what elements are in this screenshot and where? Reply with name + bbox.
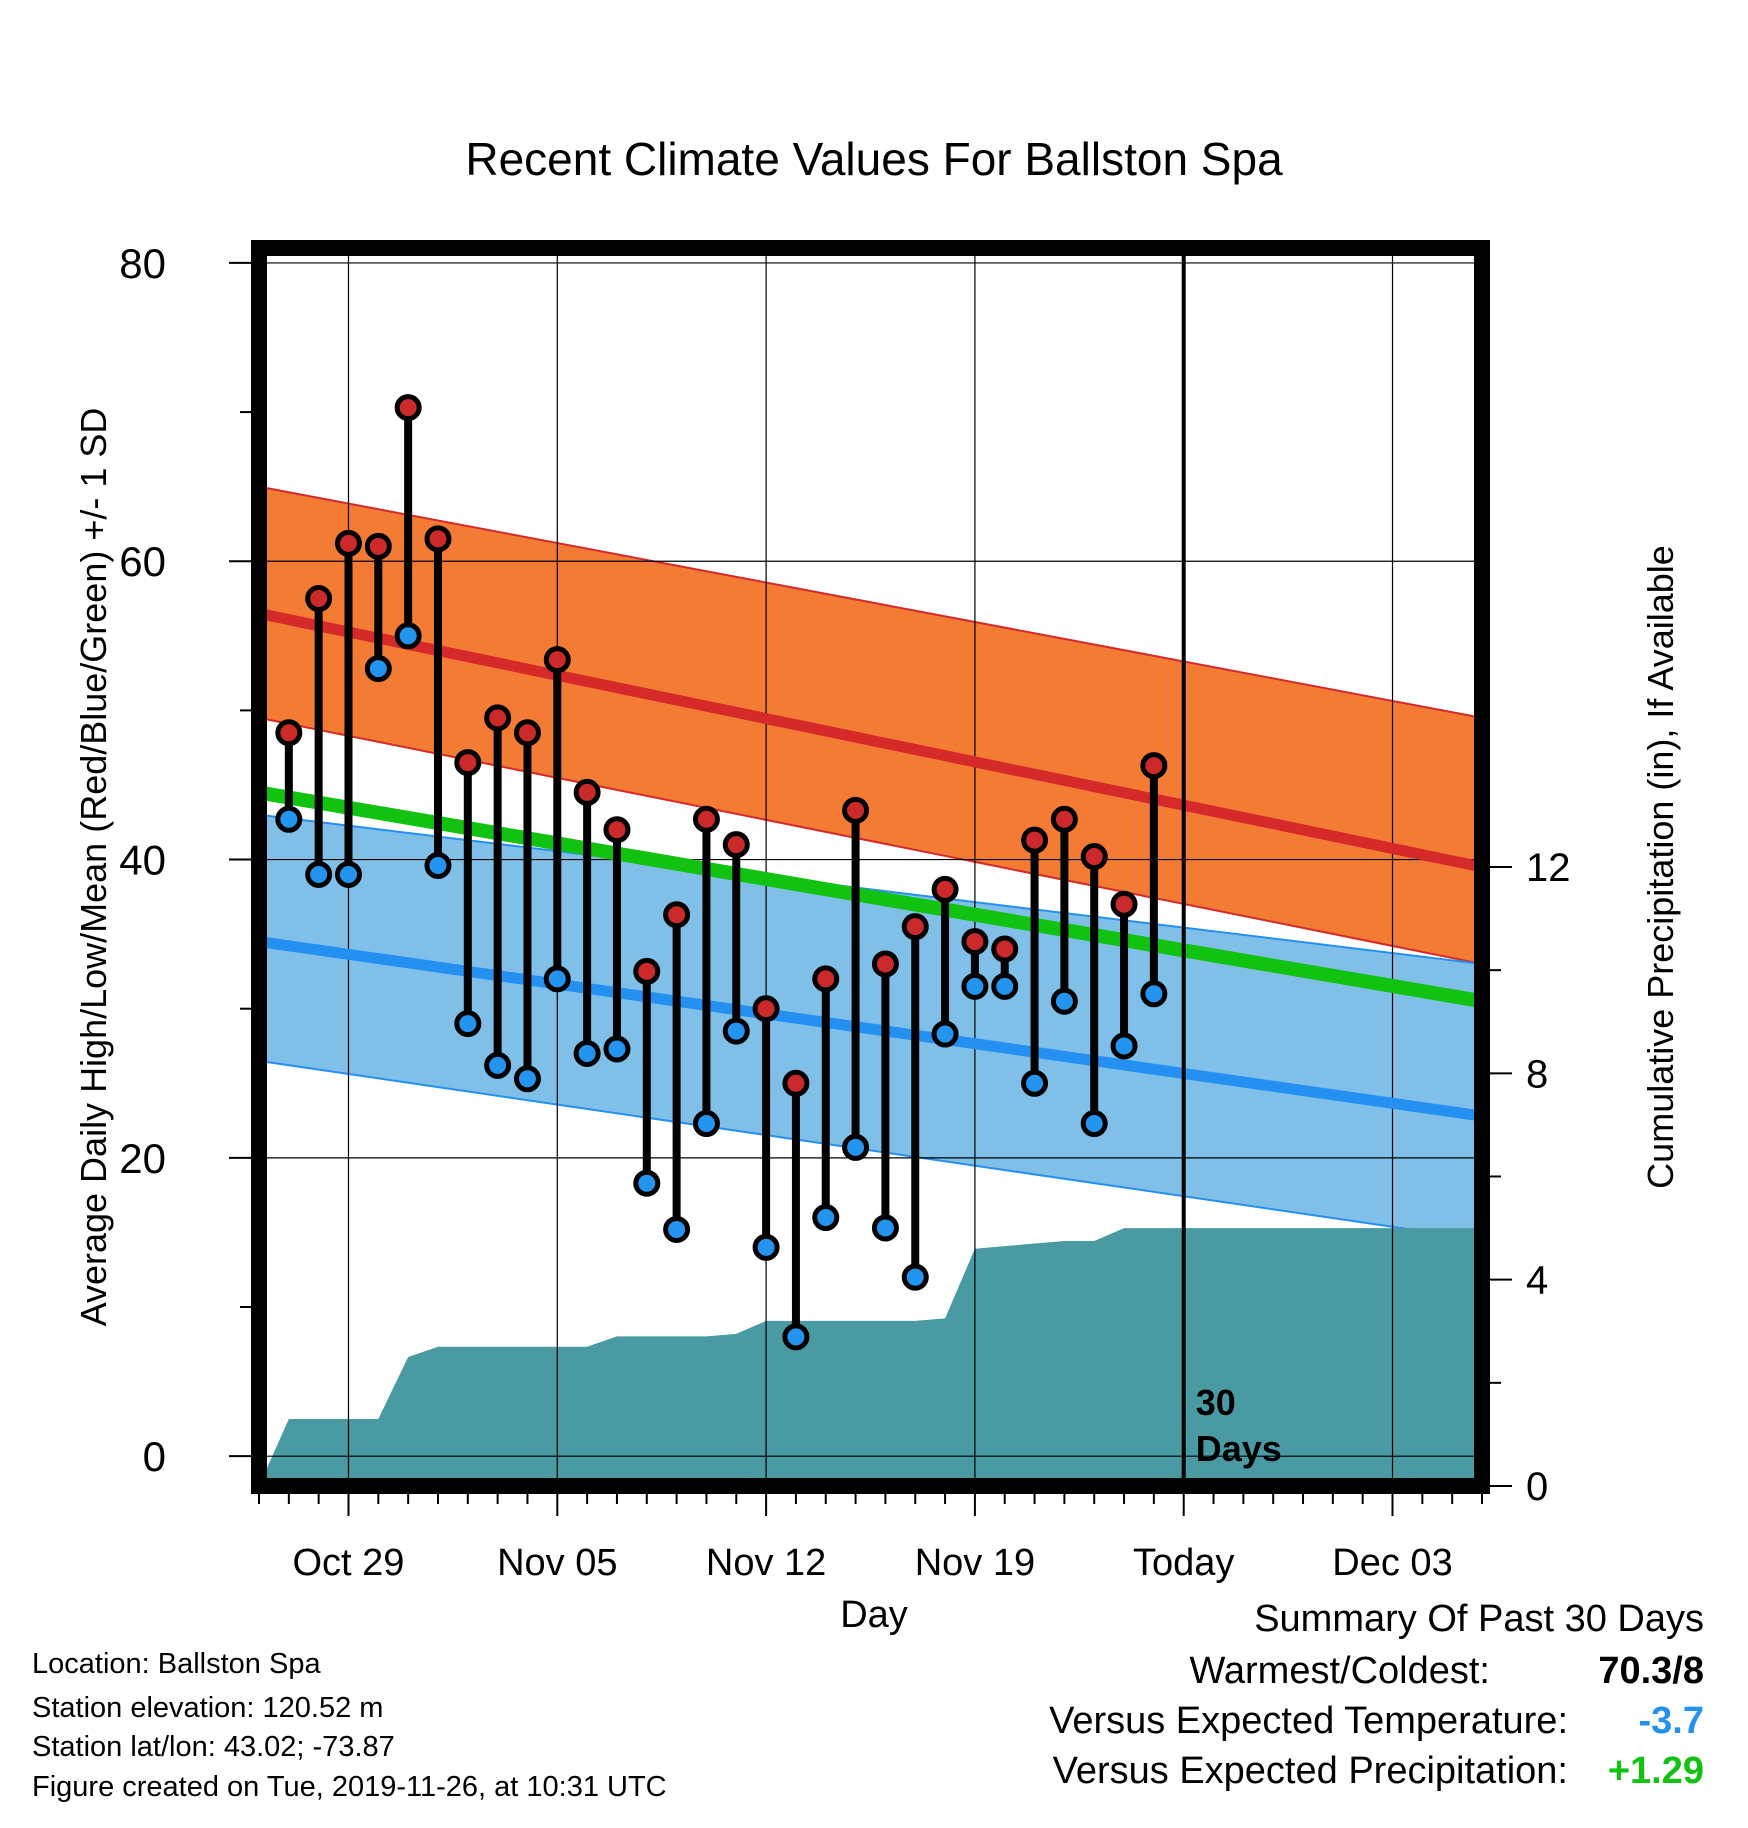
observed-low-point [1140, 980, 1168, 1008]
observed-high-point [871, 950, 899, 978]
observed-low-point [394, 622, 422, 650]
observed-low-point [1080, 1110, 1108, 1138]
x-tick-label: Oct 29 [293, 1542, 405, 1584]
y2-tick-label: 8 [1526, 1052, 1548, 1096]
observed-low-point [633, 1169, 661, 1197]
observed-high-point [931, 875, 959, 903]
observed-high-point [603, 816, 631, 844]
observed-high-point [394, 394, 422, 422]
observed-high-point [1021, 826, 1049, 854]
x-tick-label: Today [1133, 1542, 1234, 1584]
observed-high-point [1140, 752, 1168, 780]
x-tick-label: Nov 19 [915, 1542, 1035, 1584]
observed-low-point [812, 1204, 840, 1232]
precipitation-area [259, 1228, 1482, 1486]
latlon-text: Station lat/lon: 43.02; -73.87 [32, 1731, 395, 1763]
observed-high-point [275, 719, 303, 747]
observed-high-point [961, 928, 989, 956]
summary-warm-cold-value: 70.3/8 [1598, 1650, 1704, 1692]
observed-high-point [782, 1069, 810, 1097]
observed-high-point [812, 965, 840, 993]
observed-high-point [484, 704, 512, 732]
observed-high-point [305, 585, 333, 613]
observed-high-point [454, 749, 482, 777]
summary-temp-value: -3.7 [1638, 1700, 1704, 1742]
observed-low-point [1021, 1069, 1049, 1097]
x-tick-label: Nov 05 [497, 1542, 617, 1584]
x-tick-label: Dec 03 [1332, 1542, 1452, 1584]
observed-low-point [424, 852, 452, 880]
summary-precip-label: Versus Expected Precipitation: [1052, 1750, 1568, 1792]
elevation-text: Station elevation: 120.52 m [32, 1692, 384, 1724]
today-label-30: 30 [1196, 1382, 1236, 1423]
observed-high-point [334, 529, 362, 557]
observed-low-point [513, 1065, 541, 1093]
observed-low-point [901, 1263, 929, 1291]
expected-low-line [258, 936, 1483, 1122]
observed-high-point [901, 913, 929, 941]
observed-high-point [991, 935, 1019, 963]
observed-high-point [1110, 890, 1138, 918]
created-text: Figure created on Tue, 2019-11-26, at 10… [32, 1771, 667, 1803]
observed-high-point [364, 532, 392, 560]
y-tick-label: 80 [119, 240, 166, 287]
y2-tick-label: 0 [1526, 1465, 1548, 1509]
observed-high-point [543, 646, 571, 674]
observed-high-point [692, 805, 720, 833]
observed-low-point [364, 655, 392, 683]
observed-low-point [663, 1215, 691, 1243]
location-text: Location: Ballston Spa [32, 1648, 321, 1680]
today-label-days: Days [1196, 1428, 1282, 1469]
observed-high-point [573, 778, 601, 806]
observed-low-point [1110, 1032, 1138, 1060]
y-tick-label: 20 [119, 1135, 166, 1182]
observed-high-point [663, 901, 691, 929]
observed-low-point [842, 1133, 870, 1161]
observed-low-point [752, 1233, 780, 1261]
observed-low-point [484, 1051, 512, 1079]
y-axis-label: Average Daily High/Low/Mean (Red/Blue/Gr… [73, 408, 114, 1327]
observed-low-point [991, 972, 1019, 1000]
observed-high-point [633, 957, 661, 985]
observed-high-point [842, 796, 870, 824]
observed-high-point [722, 831, 750, 859]
plot-frame [251, 240, 1490, 1494]
observed-low-point [454, 1010, 482, 1038]
observed-low-point [961, 972, 989, 1000]
x-axis-label: Day [840, 1594, 908, 1636]
observed-high-point [1080, 843, 1108, 871]
summary-precip-value: +1.29 [1607, 1750, 1704, 1792]
y-tick-label: 0 [143, 1433, 166, 1480]
expected-mean-line [257, 785, 1484, 1009]
y-tick-label: 40 [119, 837, 166, 884]
observed-high-point [424, 525, 452, 553]
expected-high-line [257, 608, 1484, 873]
observed-low-point [305, 860, 333, 888]
observed-low-point [573, 1039, 601, 1067]
observed-high-point [752, 995, 780, 1023]
y2-axis-label: Cumulative Precipitation (in), If Availa… [1640, 545, 1681, 1189]
y2-tick-label: 4 [1526, 1259, 1548, 1303]
summary-temp-label: Versus Expected Temperature: [1049, 1700, 1568, 1742]
observed-low-point [275, 805, 303, 833]
plot-area: 30 Days 0 20 40 60 80 0 4 8 12 Oct 29 Nov 05 Nov 12 No… [119, 240, 1570, 1584]
observed-low-point [603, 1035, 631, 1063]
observed-high-point [513, 719, 541, 747]
x-tick-label: Nov 12 [706, 1542, 826, 1584]
summary-title: Summary Of Past 30 Days [1254, 1598, 1704, 1640]
y-tick-label: 60 [119, 538, 166, 585]
observed-low-point [1050, 987, 1078, 1015]
y2-tick-label: 12 [1526, 846, 1571, 890]
observed-low-point [871, 1214, 899, 1242]
observed-low-point [782, 1323, 810, 1351]
observed-high-point [1050, 805, 1078, 833]
observed-low-point [543, 965, 571, 993]
observed-low-point [334, 860, 362, 888]
chart-title: Recent Climate Values For Ballston Spa [465, 133, 1283, 185]
summary-warm-cold-label: Warmest/Coldest: [1189, 1650, 1490, 1692]
observed-low-point [931, 1020, 959, 1048]
observed-low-point [692, 1110, 720, 1138]
observed-low-point [722, 1017, 750, 1045]
